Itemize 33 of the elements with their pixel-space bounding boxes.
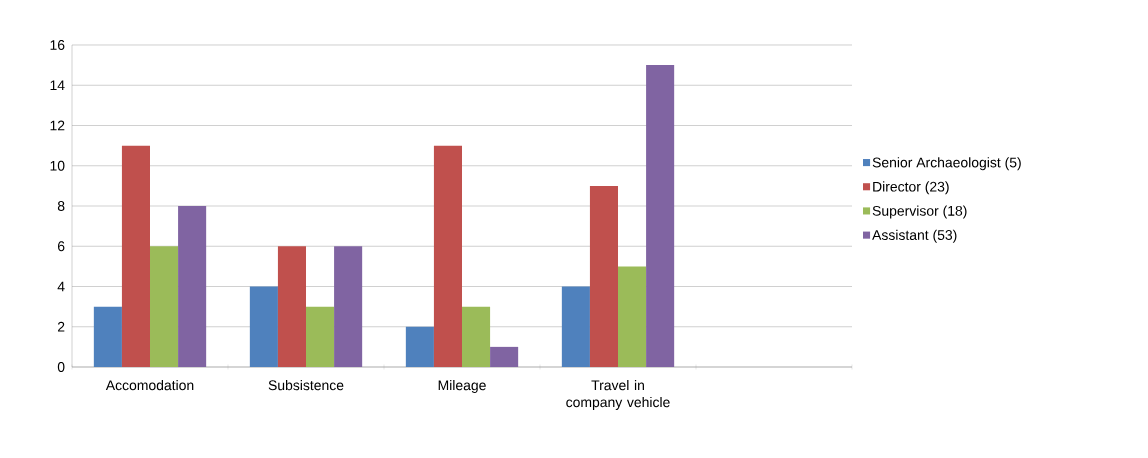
x-tick-label: Travel in company vehicle bbox=[566, 379, 670, 410]
bar bbox=[490, 346, 519, 367]
bar bbox=[561, 286, 590, 367]
x-tick-label: Mileage bbox=[438, 379, 486, 393]
bar bbox=[93, 306, 122, 367]
x-tick-label: Accomodation bbox=[105, 379, 194, 391]
bar bbox=[150, 246, 179, 367]
y-tick-label: 10 bbox=[50, 160, 65, 171]
bar bbox=[334, 246, 363, 367]
legend-label: Assistant (53) bbox=[872, 229, 957, 243]
legend-label: Director (23) bbox=[873, 181, 949, 195]
y-tick-label: 4 bbox=[57, 281, 65, 292]
bar bbox=[306, 306, 335, 367]
y-tick-label: 16 bbox=[50, 40, 65, 50]
y-tick-label: 14 bbox=[50, 80, 65, 91]
bar bbox=[646, 65, 675, 367]
y-tick-label: 8 bbox=[57, 201, 65, 211]
bar bbox=[121, 145, 150, 367]
y-tick-label: 2 bbox=[57, 321, 65, 332]
bar bbox=[618, 266, 647, 367]
bar bbox=[178, 206, 207, 367]
x-tick-label: Subsistence bbox=[268, 379, 344, 391]
bar bbox=[462, 306, 491, 367]
legend-label: Senior Archaeologist (5) bbox=[872, 157, 1021, 171]
bar bbox=[249, 286, 278, 367]
y-tick-label: 6 bbox=[57, 241, 65, 252]
bar bbox=[433, 145, 462, 367]
y-tick-label: 0 bbox=[57, 362, 65, 372]
bar bbox=[277, 246, 306, 367]
legend-label: Supervisor (18) bbox=[872, 205, 967, 219]
y-tick-label: 12 bbox=[50, 120, 65, 131]
bar bbox=[589, 185, 618, 367]
bar bbox=[405, 326, 434, 367]
